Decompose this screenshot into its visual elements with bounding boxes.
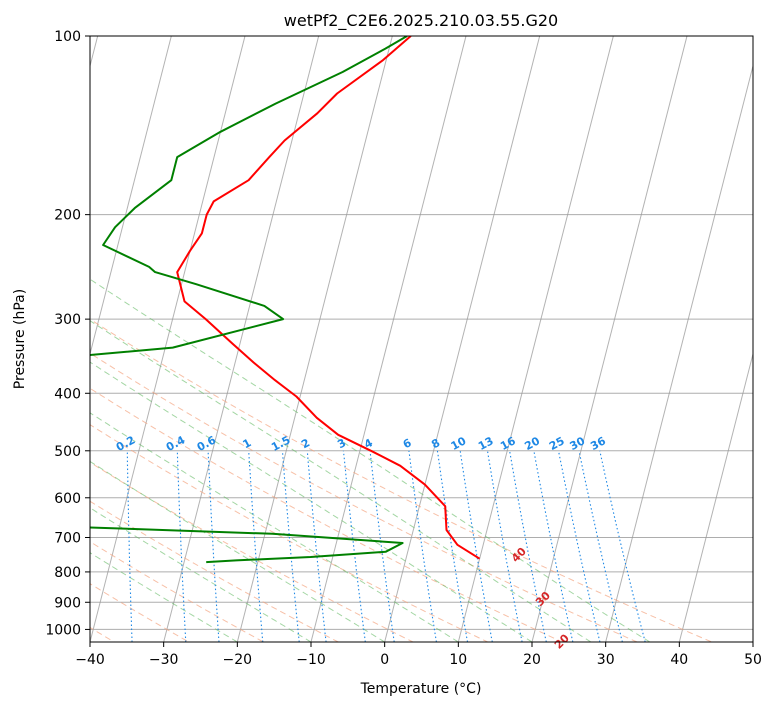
y-tick-label: 800 bbox=[54, 565, 81, 581]
mixing-ratio-line bbox=[599, 450, 646, 642]
moist-adiabat bbox=[90, 278, 651, 642]
isotherm-line bbox=[605, 63, 753, 642]
y-tick-label: 600 bbox=[54, 491, 81, 507]
profiles bbox=[90, 36, 481, 564]
mixing-ratio-label: 25 bbox=[547, 434, 567, 453]
x-tick-label: 50 bbox=[744, 652, 762, 668]
isotherm-line bbox=[310, 36, 467, 642]
background-lines bbox=[90, 36, 753, 642]
dry-adiabat bbox=[90, 387, 563, 642]
y-tick-label: 700 bbox=[54, 531, 81, 547]
plot-frame bbox=[89, 35, 754, 643]
isotherm-line bbox=[236, 36, 393, 642]
x-tick-label: 40 bbox=[670, 652, 688, 668]
moist-adiabat bbox=[90, 507, 312, 642]
x-axis: −40 −30 −20 −10 0 10 20 30 40 50 bbox=[75, 642, 762, 668]
mixing-ratio-label: 13 bbox=[476, 434, 496, 453]
mixing-ratio-line bbox=[369, 450, 395, 642]
mixing-ratio-line bbox=[281, 450, 300, 642]
y-tick-label: 100 bbox=[54, 29, 81, 45]
moist-adiabat bbox=[90, 460, 385, 642]
moist-adiabat bbox=[90, 412, 459, 642]
mixing-ratio-label: 10 bbox=[449, 434, 469, 453]
isotherm-line bbox=[90, 36, 172, 357]
chart-title: wetPf2_C2E6.2025.210.03.55.G20 bbox=[284, 11, 558, 31]
x-tick-label: 0 bbox=[380, 652, 389, 668]
x-axis-label: Temperature (°C) bbox=[360, 681, 482, 697]
mixing-ratio-label: 20 bbox=[522, 434, 542, 453]
temperature-profile bbox=[176, 36, 481, 560]
mixing-ratio-line bbox=[533, 450, 574, 642]
y-tick-label: 300 bbox=[54, 312, 81, 328]
isotherm-line bbox=[384, 36, 541, 642]
mixing-ratio-line bbox=[248, 450, 264, 642]
x-tick-label: 20 bbox=[523, 652, 541, 668]
y-tick-label: 500 bbox=[54, 444, 81, 460]
y-tick-label: 200 bbox=[54, 208, 81, 224]
mixing-ratio-line bbox=[578, 450, 623, 642]
moist-adiabat bbox=[90, 552, 238, 642]
y-tick-label: 1000 bbox=[45, 622, 81, 638]
x-tick-label: −10 bbox=[296, 652, 326, 668]
y-tick-label: 400 bbox=[54, 386, 81, 402]
mixing-ratio-line bbox=[342, 450, 366, 642]
mixing-ratio-line bbox=[207, 450, 220, 642]
dry-adiabat bbox=[90, 318, 712, 642]
y-axis-label: Pressure (hPa) bbox=[12, 289, 28, 389]
mixing-ratio-label: 30 bbox=[568, 434, 588, 453]
y-axis: 100 200 300 400 500 600 700 800 900 1000 bbox=[45, 29, 90, 638]
mixing-ratio-line bbox=[486, 450, 523, 642]
mixing-ratio-line bbox=[306, 450, 327, 642]
mixing-ratio-line bbox=[408, 450, 437, 642]
y-tick-label: 900 bbox=[54, 595, 81, 611]
x-tick-label: −20 bbox=[223, 652, 253, 668]
isotherm-line bbox=[531, 36, 688, 642]
isotherm-line bbox=[678, 351, 753, 642]
x-tick-label: 10 bbox=[449, 652, 467, 668]
mixing-ratio-label: 36 bbox=[588, 434, 608, 453]
mixing-ratio-line bbox=[176, 450, 187, 642]
isotherm-line bbox=[457, 36, 614, 642]
dewpoint-profile bbox=[90, 36, 408, 564]
moist-adiabat bbox=[90, 320, 592, 642]
x-tick-label: −30 bbox=[149, 652, 179, 668]
isotherm-line bbox=[163, 36, 320, 642]
mixing-ratio-line bbox=[509, 450, 547, 642]
x-tick-label: 30 bbox=[597, 652, 615, 668]
mixing-ratio-label: 16 bbox=[498, 434, 518, 453]
isotherm-line bbox=[90, 36, 246, 642]
x-tick-label: −40 bbox=[75, 652, 105, 668]
mixing-ratio-line bbox=[557, 450, 601, 642]
